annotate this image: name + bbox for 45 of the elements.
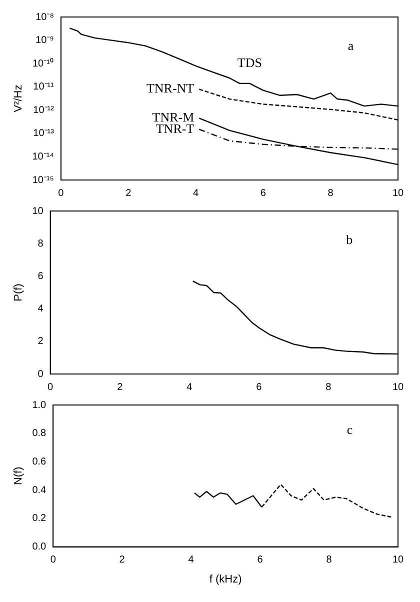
y-tick-label: 10⁻⁸ — [36, 12, 54, 23]
y-tick-label: 0.0 — [32, 542, 47, 553]
y-tick-label: 10⁻¹³ — [33, 128, 55, 140]
x-tick-label: 4 — [192, 188, 199, 199]
y-tick-label: 2 — [38, 336, 44, 348]
y-tick-label: 10 — [32, 206, 44, 217]
x-tick-label: 8 — [328, 188, 334, 199]
y-tick-label: 10⁻⁹ — [36, 35, 54, 46]
x-tick-label: 2 — [126, 188, 132, 199]
x-axis-title: f (kHz) — [209, 573, 242, 586]
y-tick-label: 1.0 — [32, 400, 47, 411]
y-tick-label: 10⁻¹⁰ — [32, 57, 54, 70]
annotation: c — [346, 422, 353, 437]
y-tick-label: 6 — [38, 270, 44, 282]
x-tick-label: 6 — [257, 554, 264, 566]
x-tick-label: 10 — [392, 554, 404, 566]
series-label: TDS — [237, 54, 262, 70]
x-tick-label: 8 — [326, 554, 332, 566]
y-tick-label: 10⁻¹¹ — [33, 82, 55, 93]
series-label: TNR-NT — [146, 80, 194, 96]
y-tick-label: 8 — [38, 238, 44, 250]
y-tick-label: 0 — [38, 368, 44, 380]
y-axis-title: P(f) — [12, 284, 25, 302]
y-axis-title: V²/Hz — [12, 84, 25, 112]
y-tick-label: 10⁻¹⁴ — [32, 151, 54, 162]
x-tick-label: 0 — [58, 188, 64, 199]
y-tick-label: 4 — [38, 304, 44, 315]
y-tick-label: 0.2 — [32, 513, 47, 524]
x-tick-label: 10 — [392, 188, 404, 199]
y-tick-label: 10⁻¹² — [33, 104, 55, 116]
y-tick-label: 0.6 — [32, 456, 47, 468]
x-tick-label: 2 — [119, 554, 126, 566]
x-tick-label: 4 — [188, 554, 194, 566]
y-tick-label: 0.4 — [32, 484, 47, 496]
x-tick-label: 6 — [260, 188, 266, 199]
annotation: b — [346, 232, 353, 247]
x-tick-label: 2 — [117, 382, 124, 393]
y-axis-title: N(f) — [12, 466, 25, 486]
x-tick-label: 6 — [256, 382, 262, 393]
x-tick-label: 4 — [186, 382, 193, 393]
x-tick-label: 10 — [392, 382, 404, 393]
y-tick-label: 10⁻¹⁵ — [32, 174, 54, 186]
annotation: a — [348, 38, 354, 53]
x-tick-label: 8 — [326, 382, 332, 393]
y-tick-label: 0.8 — [32, 428, 47, 440]
